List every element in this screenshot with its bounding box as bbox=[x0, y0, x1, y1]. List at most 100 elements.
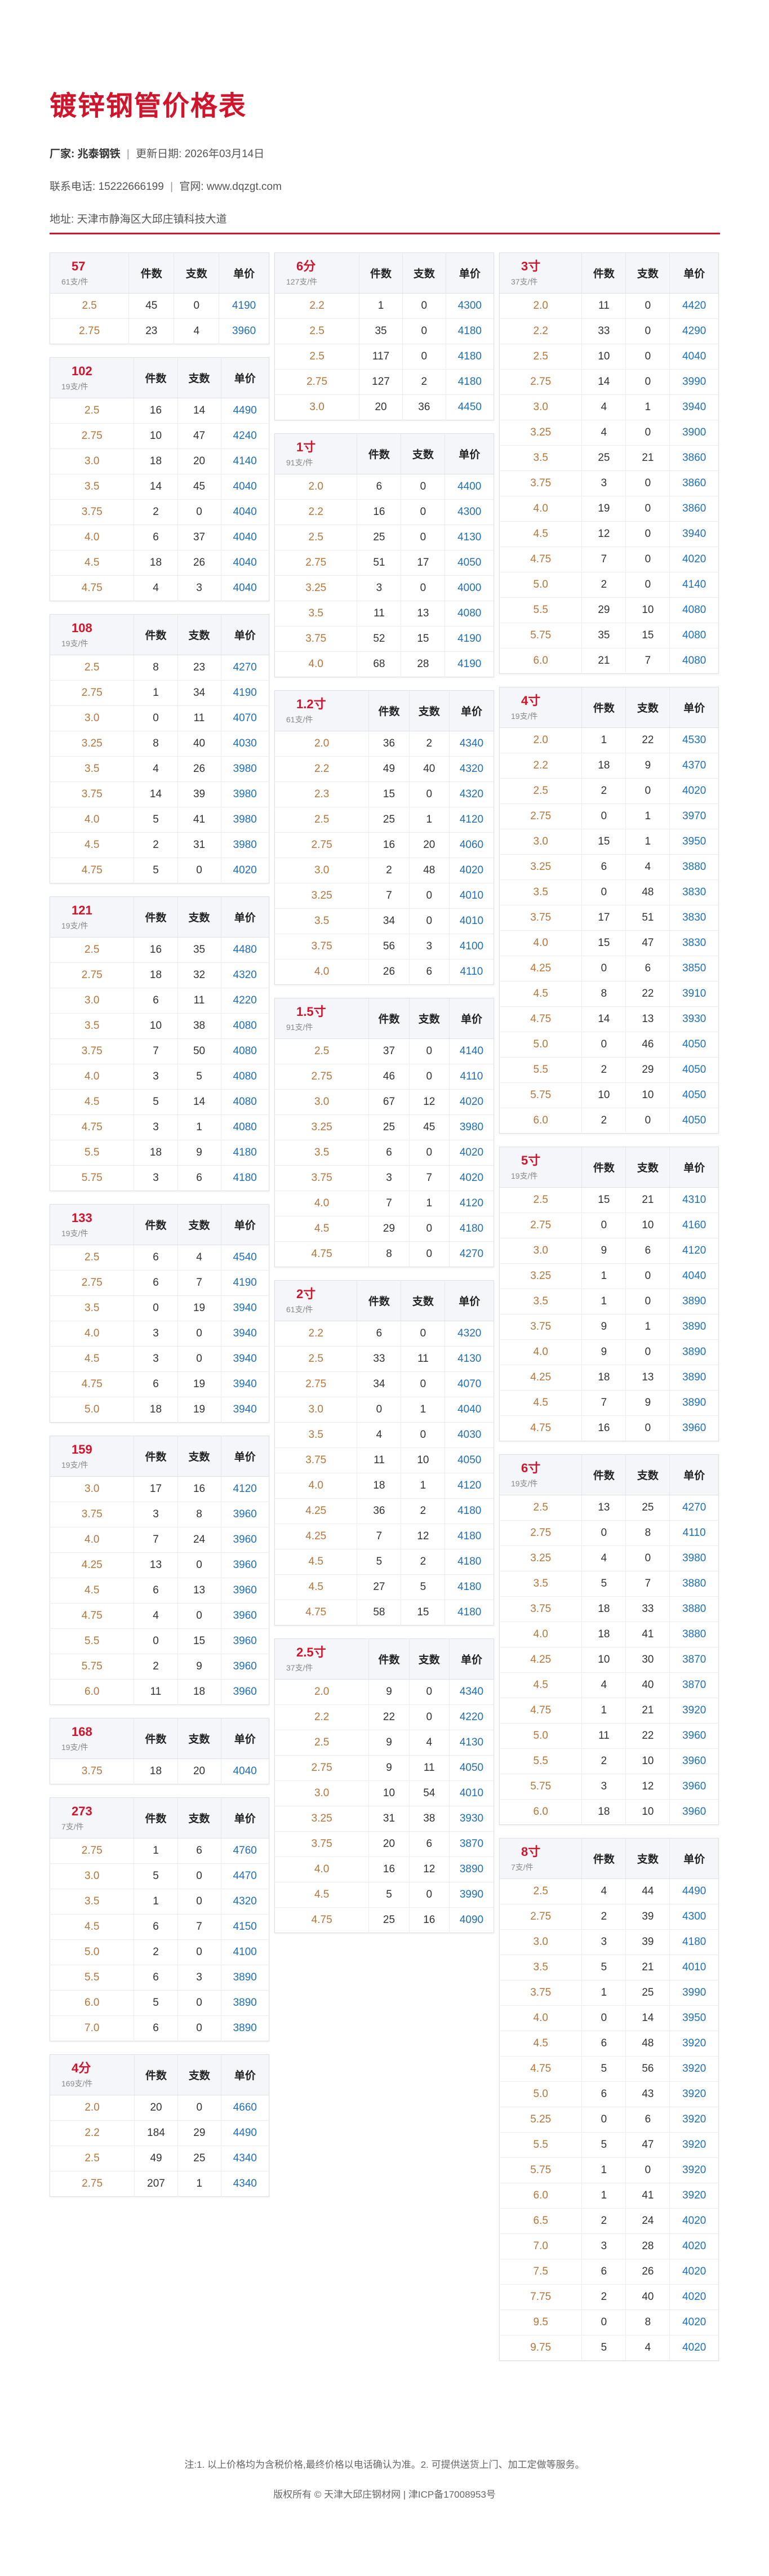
price-table: 4寸 19支/件 件数 支数 单价 2.0 1 22 4530 2.2 18 9 4370 2.5 2 0 40… bbox=[499, 687, 719, 1134]
pieces-cell: 0 bbox=[581, 1213, 626, 1238]
table-row: 4.0 0 14 3950 bbox=[499, 2005, 719, 2031]
count-cell: 0 bbox=[409, 1882, 450, 1908]
spec-name: 2.5寸 bbox=[296, 1645, 326, 1659]
spec-name: 102 bbox=[72, 363, 92, 378]
thickness-cell: 4.5 bbox=[50, 1089, 135, 1115]
thickness-cell: 2.5 bbox=[50, 2146, 135, 2171]
thickness-cell: 4.75 bbox=[50, 858, 135, 883]
pieces-cell: 14 bbox=[134, 474, 178, 500]
table-row: 3.5 4 26 3980 bbox=[50, 756, 269, 782]
table-row: 6.0 2 0 4050 bbox=[499, 1108, 719, 1134]
table-row: 4.0 16 12 3890 bbox=[274, 1857, 494, 1882]
count-cell: 0 bbox=[401, 525, 446, 550]
table-row: 3.75 3 8 3960 bbox=[50, 1502, 269, 1527]
pieces-cell: 6 bbox=[134, 1371, 178, 1397]
price-cell: 3850 bbox=[669, 956, 719, 981]
thickness-cell: 7.5 bbox=[499, 2259, 583, 2285]
pieces-cell: 3 bbox=[134, 1321, 178, 1347]
table-row: 4.5 6 7 4150 bbox=[50, 1914, 269, 1940]
count-cell: 2 bbox=[402, 369, 446, 395]
price-cell: 4180 bbox=[446, 318, 494, 344]
table-row: 2.5 33 11 4130 bbox=[274, 1346, 494, 1372]
table-row: 2.2 6 0 4320 bbox=[274, 1321, 494, 1347]
thickness-cell: 4.5 bbox=[50, 1578, 135, 1604]
price-cell: 4020 bbox=[449, 1089, 494, 1115]
count-cell: 22 bbox=[625, 1723, 670, 1749]
page-footer: 注:1. 以上价格均为含税价格,最终价格以电话确认为准。2. 可提供送货上门、加… bbox=[0, 2457, 769, 2501]
table-row: 6.0 1 41 3920 bbox=[499, 2183, 719, 2209]
column-header: 件数 bbox=[581, 1147, 626, 1188]
column-header: 件数 bbox=[359, 252, 403, 294]
price-cell: 4050 bbox=[669, 1108, 719, 1134]
pieces-cell: 45 bbox=[128, 293, 175, 319]
column-header: 单价 bbox=[444, 433, 494, 474]
price-cell: 3920 bbox=[669, 2107, 719, 2133]
price-cell: 3960 bbox=[221, 1527, 269, 1553]
table-row: 4.5 5 0 3990 bbox=[274, 1882, 494, 1908]
table-row: 3.5 10 38 4080 bbox=[50, 1013, 269, 1039]
column-header: 支数 bbox=[409, 1638, 450, 1680]
spec-name: 1寸 bbox=[296, 439, 316, 454]
table-row: 3.75 18 20 4040 bbox=[50, 1758, 269, 1784]
count-cell: 8 bbox=[177, 1502, 221, 1527]
column-header: 支数 bbox=[625, 1838, 670, 1879]
table-row: 4.25 36 2 4180 bbox=[274, 1498, 494, 1524]
count-cell: 4 bbox=[625, 2335, 670, 2361]
column-header: 支数 bbox=[401, 1280, 446, 1321]
pieces-cell: 8 bbox=[134, 655, 178, 681]
count-cell: 40 bbox=[625, 1672, 670, 1698]
count-cell: 20 bbox=[409, 832, 450, 858]
price-cell: 4050 bbox=[444, 550, 494, 576]
table-row: 5.25 0 6 3920 bbox=[499, 2107, 719, 2133]
table-row: 2.2 1 0 4300 bbox=[274, 293, 494, 319]
manufacturer-name: 兆泰钢铁 bbox=[77, 148, 121, 160]
count-cell: 30 bbox=[625, 1647, 670, 1673]
thickness-cell: 3.5 bbox=[50, 1013, 135, 1039]
thickness-cell: 6.0 bbox=[499, 1799, 583, 1825]
table-header-row: 1.2寸 61支/件 件数 支数 单价 bbox=[274, 690, 494, 731]
thickness-cell: 2.5 bbox=[499, 1187, 583, 1213]
count-cell: 6 bbox=[625, 956, 670, 981]
count-cell: 4 bbox=[409, 1730, 450, 1756]
pieces-cell: 17 bbox=[581, 905, 626, 931]
count-cell: 0 bbox=[625, 1263, 670, 1289]
price-cell: 4130 bbox=[444, 1346, 494, 1372]
table-row: 4.75 6 19 3940 bbox=[50, 1371, 269, 1397]
thickness-cell: 2.75 bbox=[274, 1371, 358, 1397]
count-cell: 10 bbox=[401, 1447, 446, 1473]
table-row: 5.0 18 19 3940 bbox=[50, 1397, 269, 1423]
count-cell: 54 bbox=[409, 1780, 450, 1806]
count-cell: 2 bbox=[401, 1549, 446, 1575]
pieces-cell: 4 bbox=[581, 1545, 626, 1571]
count-cell: 11 bbox=[401, 1346, 446, 1372]
thickness-cell: 4.5 bbox=[274, 1574, 358, 1600]
count-cell: 8 bbox=[625, 1520, 670, 1546]
price-table: 102 19支/件 件数 支数 单价 2.5 16 14 4490 2.75 10 47 4240 3.0… bbox=[50, 357, 269, 601]
table-row: 2.0 6 0 4400 bbox=[274, 474, 494, 500]
thickness-cell: 5.75 bbox=[50, 1654, 135, 1680]
table-column-2: 6分 127支/件 件数 支数 单价 2.2 1 0 4300 2.5 35 0 4180 2.5 117 0… bbox=[274, 252, 494, 1946]
thickness-cell: 7.0 bbox=[499, 2233, 583, 2259]
thickness-cell: 3.0 bbox=[50, 988, 135, 1014]
count-cell: 0 bbox=[409, 1679, 450, 1705]
thickness-cell: 3.0 bbox=[274, 394, 360, 420]
table-row: 4.25 13 0 3960 bbox=[50, 1552, 269, 1578]
pieces-cell: 2 bbox=[581, 572, 626, 598]
table-row: 4.75 5 0 4020 bbox=[50, 858, 269, 883]
table-row: 4.5 29 0 4180 bbox=[274, 1216, 494, 1242]
price-cell: 4080 bbox=[669, 648, 719, 674]
thickness-cell: 3.75 bbox=[274, 1165, 370, 1191]
table-row: 3.75 17 51 3830 bbox=[499, 905, 719, 931]
phone-number[interactable]: 15222666199 bbox=[98, 181, 164, 193]
thickness-cell: 4.5 bbox=[274, 1216, 370, 1242]
price-table: 1.2寸 61支/件 件数 支数 单价 2.0 36 2 4340 2.2 49 40 4320 2.3 1… bbox=[274, 690, 494, 985]
price-cell: 4300 bbox=[444, 499, 494, 525]
site-link[interactable]: www.dqzgt.com bbox=[206, 181, 282, 193]
spec-name: 6分 bbox=[296, 259, 316, 273]
table-row: 3.75 18 33 3880 bbox=[499, 1596, 719, 1622]
pieces-cell: 11 bbox=[357, 601, 402, 627]
count-cell: 25 bbox=[177, 2146, 221, 2171]
table-row: 3.25 4 0 3900 bbox=[499, 420, 719, 446]
count-cell: 0 bbox=[409, 1140, 450, 1166]
thickness-cell: 4.25 bbox=[50, 1552, 135, 1578]
